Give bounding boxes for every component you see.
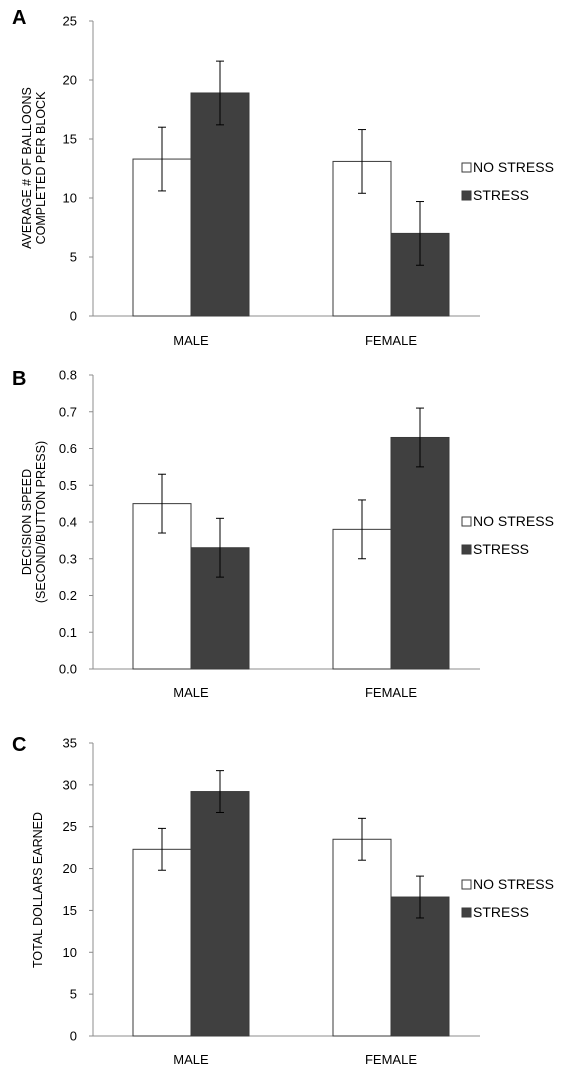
bar-stress-male bbox=[190, 92, 250, 317]
y-axis-label-line: COMPLETED PER BLOCK bbox=[34, 91, 48, 244]
x-category-label: MALE bbox=[173, 1052, 209, 1067]
x-category-label: MALE bbox=[173, 685, 209, 700]
legend-swatch bbox=[461, 516, 472, 527]
bar-no-stress-female bbox=[332, 838, 392, 1037]
bar-stress-male bbox=[190, 791, 250, 1037]
legend-swatch bbox=[461, 907, 472, 918]
y-tick-label: 0 bbox=[70, 1029, 77, 1044]
y-tick-label: 5 bbox=[70, 250, 77, 265]
chart-panel-c: C 0 5 10 15 20 25 30 35 TOTAL DOLLARS EARNED MALE F… bbox=[12, 734, 554, 1067]
y-axis-label-line: AVERAGE # OF BALLOONS bbox=[20, 87, 34, 249]
legend-swatch bbox=[461, 879, 472, 890]
legend-label: STRESS bbox=[473, 541, 529, 557]
y-axis-label-line: (SECOND/BUTTON PRESS) bbox=[34, 441, 48, 603]
y-tick-label: 20 bbox=[63, 73, 77, 88]
y-tick-label: 10 bbox=[63, 191, 77, 206]
y-tick-label: 0.2 bbox=[59, 588, 77, 603]
y-tick-label: 0.1 bbox=[59, 625, 77, 640]
y-tick-label: 35 bbox=[63, 736, 77, 751]
panel-label: A bbox=[12, 7, 26, 29]
legend-label: NO STRESS bbox=[473, 513, 554, 529]
x-category-label: FEMALE bbox=[365, 1052, 417, 1067]
y-tick-label: 0.0 bbox=[59, 662, 77, 677]
legend-swatch bbox=[461, 544, 472, 555]
panel-label: C bbox=[12, 734, 26, 756]
chart-panel-b: B 0.0 0.1 0.2 0.3 0.4 0.5 0.6 0.7 0.8 DECISION SPE… bbox=[12, 368, 554, 701]
y-tick-label: 0.8 bbox=[59, 368, 77, 383]
legend-label: NO STRESS bbox=[473, 159, 554, 175]
legend-label: NO STRESS bbox=[473, 876, 554, 892]
chart-panel-a: A 0 5 10 15 20 25 AVERAGE # OF BALLOONS COMPLETE… bbox=[12, 7, 554, 348]
legend-swatch bbox=[461, 162, 472, 173]
y-tick-label: 5 bbox=[70, 987, 77, 1002]
bar-stress-female bbox=[390, 436, 450, 670]
y-tick-label: 20 bbox=[63, 861, 77, 876]
y-tick-label: 25 bbox=[63, 819, 77, 834]
legend-swatch bbox=[461, 190, 472, 201]
y-tick-label: 0 bbox=[70, 309, 77, 324]
y-tick-label: 0.5 bbox=[59, 478, 77, 493]
y-tick-label: 0.3 bbox=[59, 551, 77, 566]
x-category-label: FEMALE bbox=[365, 685, 417, 700]
x-category-label: MALE bbox=[173, 333, 209, 348]
y-tick-label: 0.6 bbox=[59, 441, 77, 456]
y-tick-label: 10 bbox=[63, 945, 77, 960]
bar-no-stress-male bbox=[132, 848, 192, 1037]
y-tick-label: 0.4 bbox=[59, 515, 77, 530]
y-tick-label: 15 bbox=[63, 132, 77, 147]
panel-label: B bbox=[12, 368, 26, 390]
y-axis-label-line: TOTAL DOLLARS EARNED bbox=[31, 812, 45, 968]
x-category-label: FEMALE bbox=[365, 333, 417, 348]
y-axis-label-line: DECISION SPEED bbox=[20, 469, 34, 575]
legend-label: STRESS bbox=[473, 904, 529, 920]
y-tick-label: 25 bbox=[63, 14, 77, 29]
legend-label: STRESS bbox=[473, 187, 529, 203]
y-tick-label: 0.7 bbox=[59, 404, 77, 419]
y-tick-label: 30 bbox=[63, 777, 77, 792]
y-tick-label: 15 bbox=[63, 903, 77, 918]
